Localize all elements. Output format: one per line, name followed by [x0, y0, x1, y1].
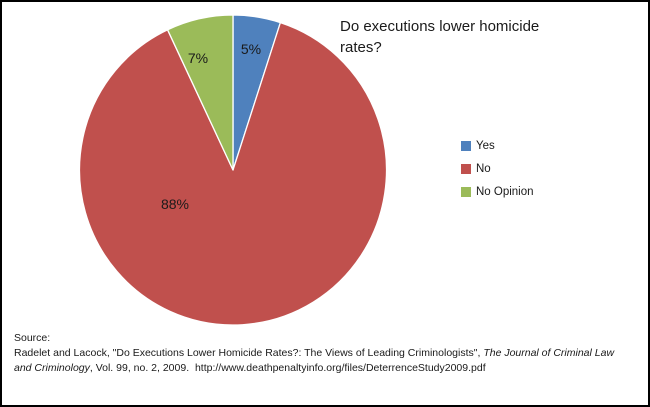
pie-slice-no-opinion: [166, 14, 234, 171]
legend-item-no-opinion: No Opinion: [461, 185, 534, 199]
pie-label-no: 88%: [161, 196, 189, 212]
legend-label-yes: Yes: [476, 140, 495, 152]
legend-item-no: No: [461, 162, 534, 176]
source-citation-line-1: Radelet and Lacock, "Do Executions Lower…: [14, 346, 614, 361]
legend-swatch-no-opinion: [461, 187, 471, 197]
chart-title: Do executions lower homicide rates?: [340, 18, 540, 56]
legend-swatch-yes: [461, 141, 471, 151]
source-citation-line-2: and Criminology, Vol. 99, no. 2, 2009. h…: [14, 361, 614, 376]
source-citation-line-1-italic: The Journal of Criminal Law: [483, 347, 615, 359]
source-citation-line-2-regular: , Vol. 99, no. 2, 2009. http://www.death…: [89, 362, 486, 374]
legend-item-yes: Yes: [461, 139, 534, 153]
pie-slice-no: [78, 21, 388, 326]
pie-label-yes: 5%: [241, 41, 261, 57]
legend-swatch-no: [461, 164, 471, 174]
legend-label-no-opinion: No Opinion: [476, 186, 534, 198]
legend-label-no: No: [476, 163, 491, 175]
source-block: Source: Radelet and Lacock, "Do Executio…: [14, 331, 614, 376]
source-citation-line-1-regular: Radelet and Lacock, "Do Executions Lower…: [14, 347, 484, 359]
source-citation-line-2-italic: and Criminology: [14, 362, 90, 374]
source-heading: Source:: [14, 332, 51, 344]
legend: Yes No No Opinion: [461, 139, 534, 208]
pie-label-no-opinion: 7%: [188, 50, 208, 66]
